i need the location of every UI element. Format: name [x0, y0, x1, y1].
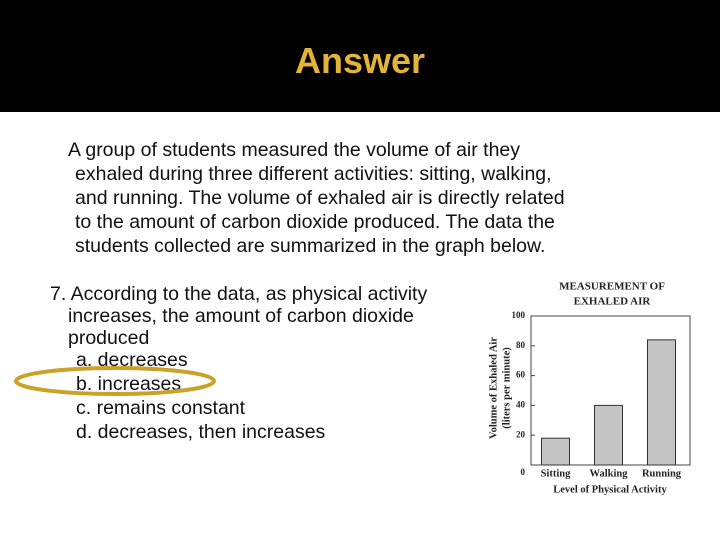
- paragraph-line: to the amount of carbon dioxide produced…: [75, 211, 555, 233]
- y-tick-label: 100: [512, 310, 526, 320]
- answer-highlight: [14, 366, 216, 396]
- question-line: increases, the amount of carbon dioxide: [68, 305, 414, 327]
- slide-title: Answer: [294, 40, 426, 81]
- paragraph-line: exhaled during three different activitie…: [75, 163, 552, 185]
- y-tick-label: 40: [516, 399, 526, 409]
- x-tick-label: Walking: [590, 468, 629, 479]
- bar: [594, 404, 623, 466]
- x-axis-label: Level of Physical Activity: [553, 484, 667, 495]
- answer-option: d. decreases, then increases: [76, 421, 326, 443]
- bar: [647, 339, 676, 466]
- y-tick-label: 20: [516, 429, 526, 439]
- chart-title: EXHALED AIR: [574, 296, 652, 308]
- question-line: produced: [68, 327, 150, 349]
- chart-title: MEASUREMENT OF: [559, 281, 665, 293]
- paragraph-line: students collected are summarized in the…: [75, 235, 546, 257]
- bar: [541, 437, 570, 466]
- answer-option: c. remains constant: [76, 397, 246, 419]
- y-tick-label: 0: [521, 467, 526, 477]
- question-line: 7. According to the data, as physical ac…: [50, 283, 428, 305]
- y-tick-label: 60: [516, 370, 526, 380]
- answer-option: a. decreases: [76, 349, 188, 371]
- y-axis-label: Volume of Exhaled Air: [488, 337, 499, 439]
- y-tick-label: 80: [516, 340, 526, 350]
- paragraph-line: A group of students measured the volume …: [68, 139, 521, 161]
- x-tick-label: Running: [642, 468, 682, 479]
- x-tick-label: Sitting: [541, 468, 572, 479]
- answer-option: b. increases: [76, 373, 182, 395]
- header-bar: Answer: [0, 0, 720, 112]
- paragraph-line: and running. The volume of exhaled air i…: [75, 187, 565, 209]
- y-axis-label: (liters per minute): [501, 347, 512, 429]
